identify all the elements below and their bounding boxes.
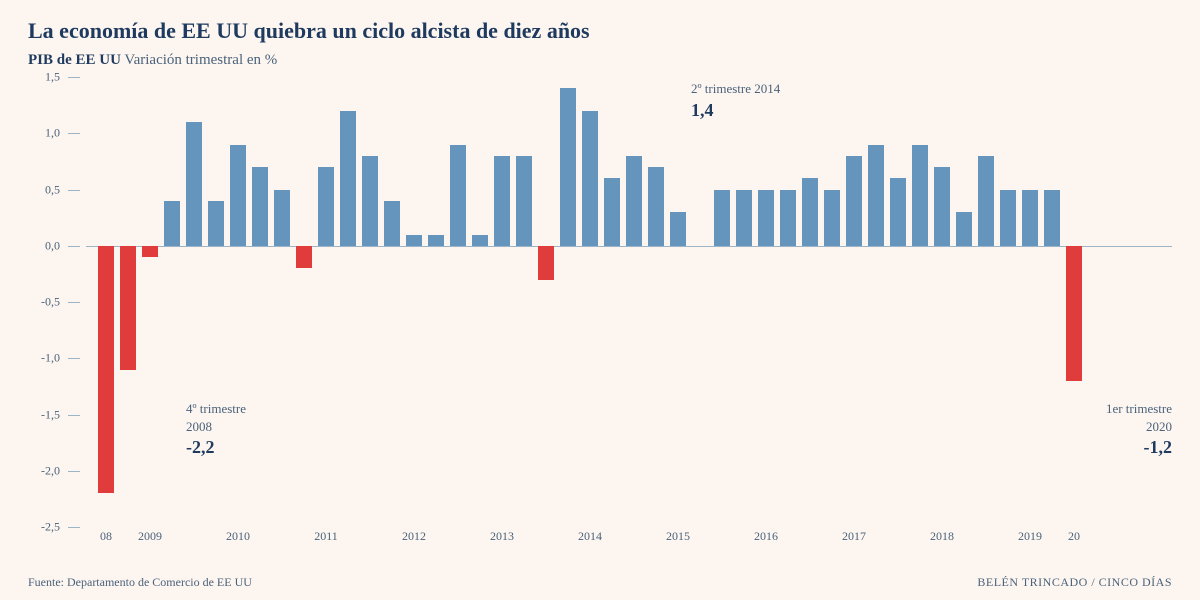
bar: [538, 246, 554, 280]
y-tick-label: 1,0: [45, 126, 60, 141]
chart-area: 1,51,00,50,0-0,5-1,0-1,5-2,0-2,5 4º trim…: [28, 77, 1172, 547]
annotation: 2º trimestre 20141,4: [691, 80, 780, 122]
y-tick-label: -1,0: [41, 351, 60, 366]
x-axis-label: 2017: [842, 529, 866, 544]
y-tick-label: -0,5: [41, 295, 60, 310]
bar: [934, 167, 950, 246]
bar: [494, 156, 510, 246]
plot-area: 4º trimestre2008-2,2 2º trimestre 20141,4…: [86, 77, 1172, 527]
bar: [252, 167, 268, 246]
bar: [208, 201, 224, 246]
bar: [824, 190, 840, 246]
x-axis-label: 08: [100, 529, 112, 544]
x-axis: 08 2009 2010 2011 2012 2013 2014 2015 2016 2017 20…: [86, 529, 1172, 549]
x-axis-label: 2013: [490, 529, 514, 544]
x-axis-label: 2012: [402, 529, 426, 544]
y-tick-label: -1,5: [41, 407, 60, 422]
bar: [296, 246, 312, 269]
y-tick-label: 0,0: [45, 238, 60, 253]
x-axis-label: 2015: [666, 529, 690, 544]
bar: [582, 111, 598, 246]
annotation-line: 2020: [1094, 418, 1172, 436]
y-tick-mark: [68, 415, 80, 416]
bar: [956, 212, 972, 246]
y-tick-mark: [68, 358, 80, 359]
bar: [384, 201, 400, 246]
y-axis: 1,51,00,50,0-0,5-1,0-1,5-2,0-2,5: [28, 77, 68, 527]
bar: [978, 156, 994, 246]
bar: [736, 190, 752, 246]
bar: [802, 178, 818, 246]
bar: [362, 156, 378, 246]
bar: [98, 246, 114, 494]
y-tick-label: -2,5: [41, 520, 60, 535]
y-tick-label: -2,0: [41, 463, 60, 478]
bar: [714, 190, 730, 246]
bar: [758, 190, 774, 246]
annotation-line: 4º trimestre: [186, 400, 246, 418]
y-tick-label: 1,5: [45, 70, 60, 85]
annotation: 1er trimestre2020-1,2: [1094, 400, 1172, 459]
bar: [318, 167, 334, 246]
x-axis-label: 2010: [226, 529, 250, 544]
bar: [406, 235, 422, 246]
y-tick-mark: [68, 527, 80, 528]
annotation: 4º trimestre2008-2,2: [186, 400, 246, 459]
bar: [890, 178, 906, 246]
subtitle-bold: PIB de EE UU: [28, 52, 121, 68]
x-axis-label: 2016: [754, 529, 778, 544]
x-axis-label: 2009: [138, 529, 162, 544]
y-tick-mark: [68, 133, 80, 134]
bar: [1066, 246, 1082, 381]
bar: [780, 190, 796, 246]
annotation-line: 2008: [186, 418, 246, 436]
zero-line: [86, 246, 1172, 247]
bar: [340, 111, 356, 246]
source-text: Fuente: Departamento de Comercio de EE U…: [28, 575, 252, 590]
bar: [560, 88, 576, 246]
bar: [120, 246, 136, 370]
bar: [450, 145, 466, 246]
bar: [142, 246, 158, 257]
bar: [868, 145, 884, 246]
x-axis-label: 2011: [314, 529, 338, 544]
y-tick-mark: [68, 190, 80, 191]
bar: [912, 145, 928, 246]
bar: [1044, 190, 1060, 246]
x-axis-label: 2019: [1018, 529, 1042, 544]
bar: [230, 145, 246, 246]
bar: [516, 156, 532, 246]
chart-subtitle: PIB de EE UU Variación trimestral en %: [28, 52, 1172, 69]
annotation-value: 1,4: [691, 98, 780, 122]
annotation-value: -1,2: [1094, 435, 1172, 459]
bar: [1000, 190, 1016, 246]
y-tick-mark: [68, 77, 80, 78]
chart-footer: Fuente: Departamento de Comercio de EE U…: [28, 575, 1172, 590]
bar: [186, 122, 202, 246]
x-axis-label: 20: [1068, 529, 1080, 544]
x-axis-label: 2014: [578, 529, 602, 544]
chart-title: La economía de EE UU quiebra un ciclo al…: [28, 18, 1172, 44]
bar: [428, 235, 444, 246]
credit-text: BELÉN TRINCADO / CINCO DÍAS: [977, 575, 1172, 590]
bar: [648, 167, 664, 246]
annotation-line: 2º trimestre 2014: [691, 80, 780, 98]
y-tick-mark: [68, 471, 80, 472]
subtitle-rest: Variación trimestral en %: [121, 52, 277, 68]
y-tick-mark: [68, 246, 80, 247]
bar: [164, 201, 180, 246]
bar: [604, 178, 620, 246]
bar: [846, 156, 862, 246]
bar: [274, 190, 290, 246]
annotation-line: 1er trimestre: [1094, 400, 1172, 418]
annotation-value: -2,2: [186, 435, 246, 459]
bar: [1022, 190, 1038, 246]
x-axis-label: 2018: [930, 529, 954, 544]
bar: [670, 212, 686, 246]
y-tick-mark: [68, 302, 80, 303]
bar: [626, 156, 642, 246]
y-tick-label: 0,5: [45, 182, 60, 197]
bar: [472, 235, 488, 246]
